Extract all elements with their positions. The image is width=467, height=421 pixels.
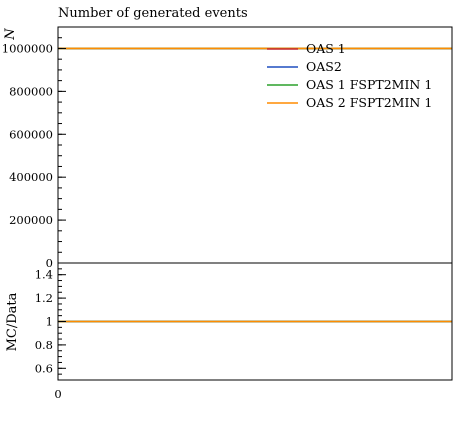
legend-label: OAS 1 FSPT2MIN 1 <box>306 77 432 92</box>
main-y-tick-label: 800000 <box>9 84 53 98</box>
legend-label: OAS 2 FSPT2MIN 1 <box>306 95 432 110</box>
x-tick-label: 0 <box>54 387 61 401</box>
ratio-y-tick-label: 0.8 <box>35 338 53 352</box>
legend-label: OAS 1 <box>306 41 346 56</box>
ratio-y-tick-label: 1 <box>46 315 53 329</box>
main-y-tick-label: 200000 <box>9 213 53 227</box>
main-y-axis-label: N <box>3 28 18 41</box>
legend: OAS 1 OAS2 OAS 1 FSPT2MIN 1 OAS 2 FSPT2MIN … <box>267 41 432 110</box>
main-y-tick-label: 600000 <box>9 127 53 141</box>
main-y-tick-label: 400000 <box>9 170 53 184</box>
main-plot-frame <box>57 26 453 264</box>
main-y-tick-label: 0 <box>46 256 53 270</box>
ratio-y-tick-label: 1.2 <box>35 291 53 305</box>
ratio-y-tick-label: 1.4 <box>35 268 53 282</box>
legend-label: OAS2 <box>306 59 342 74</box>
ratio-y-tick-label: 0.6 <box>35 361 53 375</box>
main-y-tick-label: 1000000 <box>2 41 53 55</box>
ratio-y-axis-label: MC/Data <box>5 292 20 351</box>
chart-title: Number of generated events <box>58 6 248 21</box>
